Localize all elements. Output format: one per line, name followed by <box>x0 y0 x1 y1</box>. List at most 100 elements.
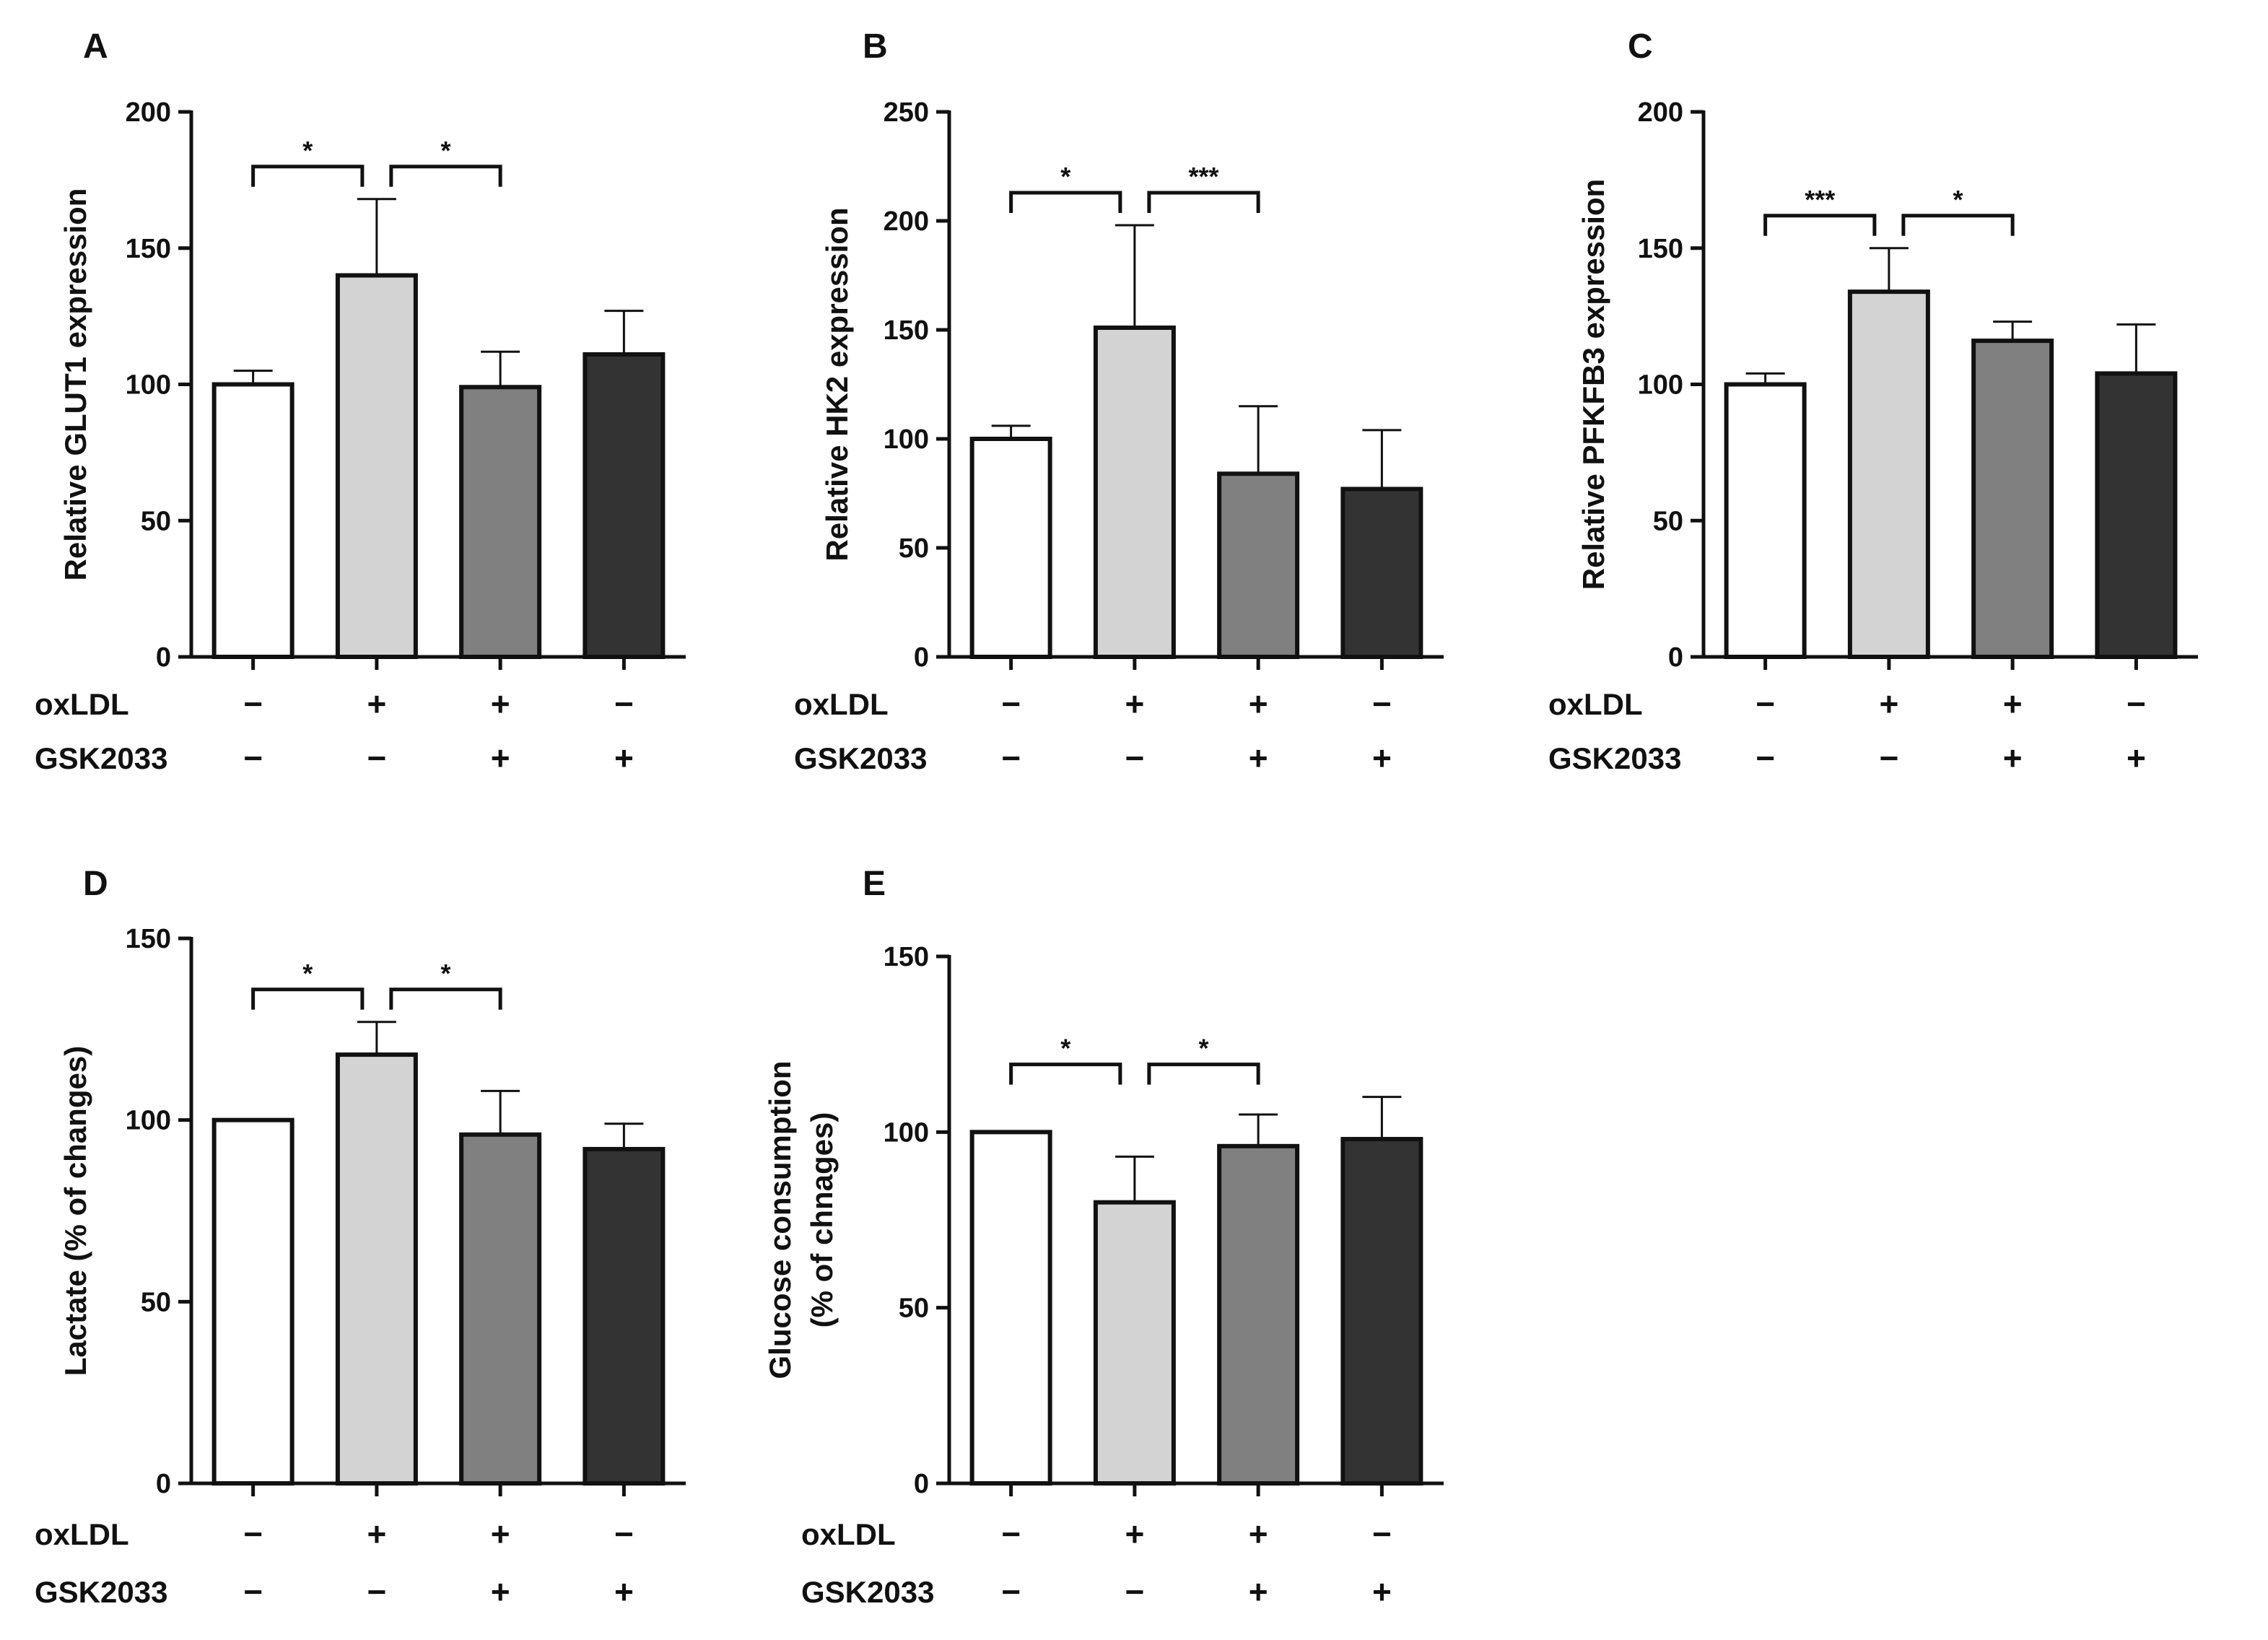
y-tick-label: 50 <box>1653 506 1683 536</box>
treatment-sign: + <box>1249 739 1268 777</box>
y-tick-label: 50 <box>141 1287 171 1317</box>
significance-label: * <box>1198 1034 1208 1063</box>
treatment-sign: + <box>491 685 510 723</box>
bar <box>1971 339 2054 659</box>
treatment-sign: − <box>367 739 386 777</box>
treatment-sign: + <box>491 1573 510 1610</box>
significance-bracket <box>1147 1063 1260 1085</box>
y-axis-title-line: Relative GLUT1 expression <box>58 188 92 581</box>
bar <box>211 1117 295 1486</box>
y-axis-title-line: (% of chnages) <box>805 1112 839 1328</box>
treatment-row-label: oxLDL <box>801 1517 896 1551</box>
treatment-sign: + <box>367 1515 386 1553</box>
significance-bracket <box>1009 191 1122 214</box>
y-axis-title: Glucose consumption (% of chnages) <box>763 1060 839 1379</box>
y-tick-label: 100 <box>126 1106 171 1136</box>
y-axis-title: Lactate (% of changes) <box>58 1046 92 1376</box>
panel-label: B <box>863 27 888 66</box>
significance-label: * <box>302 136 313 165</box>
treatment-sign: + <box>2003 739 2023 777</box>
treatment-sign: + <box>1249 1573 1268 1610</box>
bar <box>583 352 666 659</box>
bar <box>1093 325 1176 659</box>
bar <box>211 382 295 659</box>
panel-label: D <box>83 865 108 903</box>
y-axis-title-line: Lactate (% of changes) <box>58 1046 92 1376</box>
treatment-row-label: GSK2033 <box>35 741 167 775</box>
treatment-row-label: GSK2033 <box>794 741 927 775</box>
y-axis-title-line: Relative HK2 expression <box>820 207 854 561</box>
treatment-sign: + <box>2127 739 2146 777</box>
treatment-sign: − <box>1755 739 1775 777</box>
y-tick-label: 0 <box>156 642 171 673</box>
y-tick-label: 200 <box>884 206 929 237</box>
significance-label: * <box>1060 162 1070 191</box>
treatment-row-label: oxLDL <box>794 687 889 721</box>
bar <box>459 1132 542 1486</box>
treatment-sign: + <box>1879 685 1898 723</box>
y-tick-label: 200 <box>126 97 171 128</box>
y-axis-title: Relative PFKFB3 expression <box>1576 179 1610 590</box>
treatment-sign: + <box>491 739 510 777</box>
treatment-sign: − <box>1001 739 1021 777</box>
significance-label: *** <box>1188 162 1218 191</box>
treatment-sign: + <box>1372 739 1392 777</box>
treatment-sign: − <box>1125 1573 1144 1610</box>
treatment-sign: − <box>614 685 634 723</box>
treatment-sign: − <box>1879 739 1898 777</box>
treatment-sign: − <box>1755 685 1775 723</box>
bar <box>1847 289 1930 659</box>
significance-label: * <box>302 959 313 988</box>
treatment-sign: − <box>1001 685 1021 723</box>
significance-bracket <box>1901 214 2015 236</box>
y-tick-label: 100 <box>884 1117 929 1148</box>
treatment-sign: − <box>367 1573 386 1610</box>
bar <box>459 385 542 660</box>
y-tick-label: 100 <box>884 424 929 455</box>
treatment-row-label: GSK2033 <box>801 1575 934 1609</box>
bar <box>969 1130 1052 1486</box>
treatment-sign: − <box>614 1515 634 1553</box>
treatment-sign: − <box>243 685 263 723</box>
y-tick-label: 150 <box>1638 234 1683 264</box>
treatment-sign: − <box>1372 1515 1392 1553</box>
bar <box>1340 1137 1423 1486</box>
treatment-sign: + <box>367 685 386 723</box>
significance-bracket <box>251 987 365 1010</box>
significance-bracket <box>1009 1063 1122 1085</box>
significance-bracket <box>251 165 365 187</box>
treatment-sign: + <box>1249 685 1268 723</box>
chart-panel-a: A 0 50 100 150 200 Relative GLUT1 expression * *… <box>35 27 686 777</box>
y-tick-label: 0 <box>914 642 929 673</box>
chart-panel-d: D 0 50 100 150 Lactate (% of changes) * * oxLDL −… <box>35 865 686 1610</box>
y-tick-label: 50 <box>141 506 171 536</box>
chart-panel-c: C 0 50 100 150 200 Relative PFKFB3 expression *… <box>1548 27 2198 777</box>
y-tick-label: 150 <box>126 924 171 954</box>
treatment-row-label: GSK2033 <box>35 1575 167 1609</box>
y-tick-label: 0 <box>156 1469 171 1499</box>
bar <box>583 1146 666 1486</box>
panel-label: E <box>863 865 886 903</box>
y-axis-title-line: Relative PFKFB3 expression <box>1576 179 1610 590</box>
treatment-sign: − <box>2127 685 2146 723</box>
treatment-sign: + <box>614 1573 634 1610</box>
treatment-row-label: GSK2033 <box>1548 741 1681 775</box>
y-axis-title: Relative GLUT1 expression <box>58 188 92 581</box>
treatment-sign: + <box>491 1515 510 1553</box>
treatment-sign: − <box>1125 739 1144 777</box>
treatment-sign: + <box>1249 1515 1268 1553</box>
bar <box>2095 371 2178 660</box>
significance-label: * <box>1060 1034 1070 1063</box>
treatment-sign: + <box>1125 685 1144 723</box>
bar <box>1217 471 1300 659</box>
bar <box>969 437 1052 659</box>
treatment-row-label: oxLDL <box>35 1517 129 1551</box>
y-tick-label: 100 <box>1638 370 1683 401</box>
bar <box>1217 1143 1300 1486</box>
treatment-sign: − <box>1001 1515 1021 1553</box>
significance-bracket <box>1763 214 1877 236</box>
panel-label: A <box>83 27 108 66</box>
bar <box>335 273 418 659</box>
y-tick-label: 0 <box>1668 642 1683 673</box>
